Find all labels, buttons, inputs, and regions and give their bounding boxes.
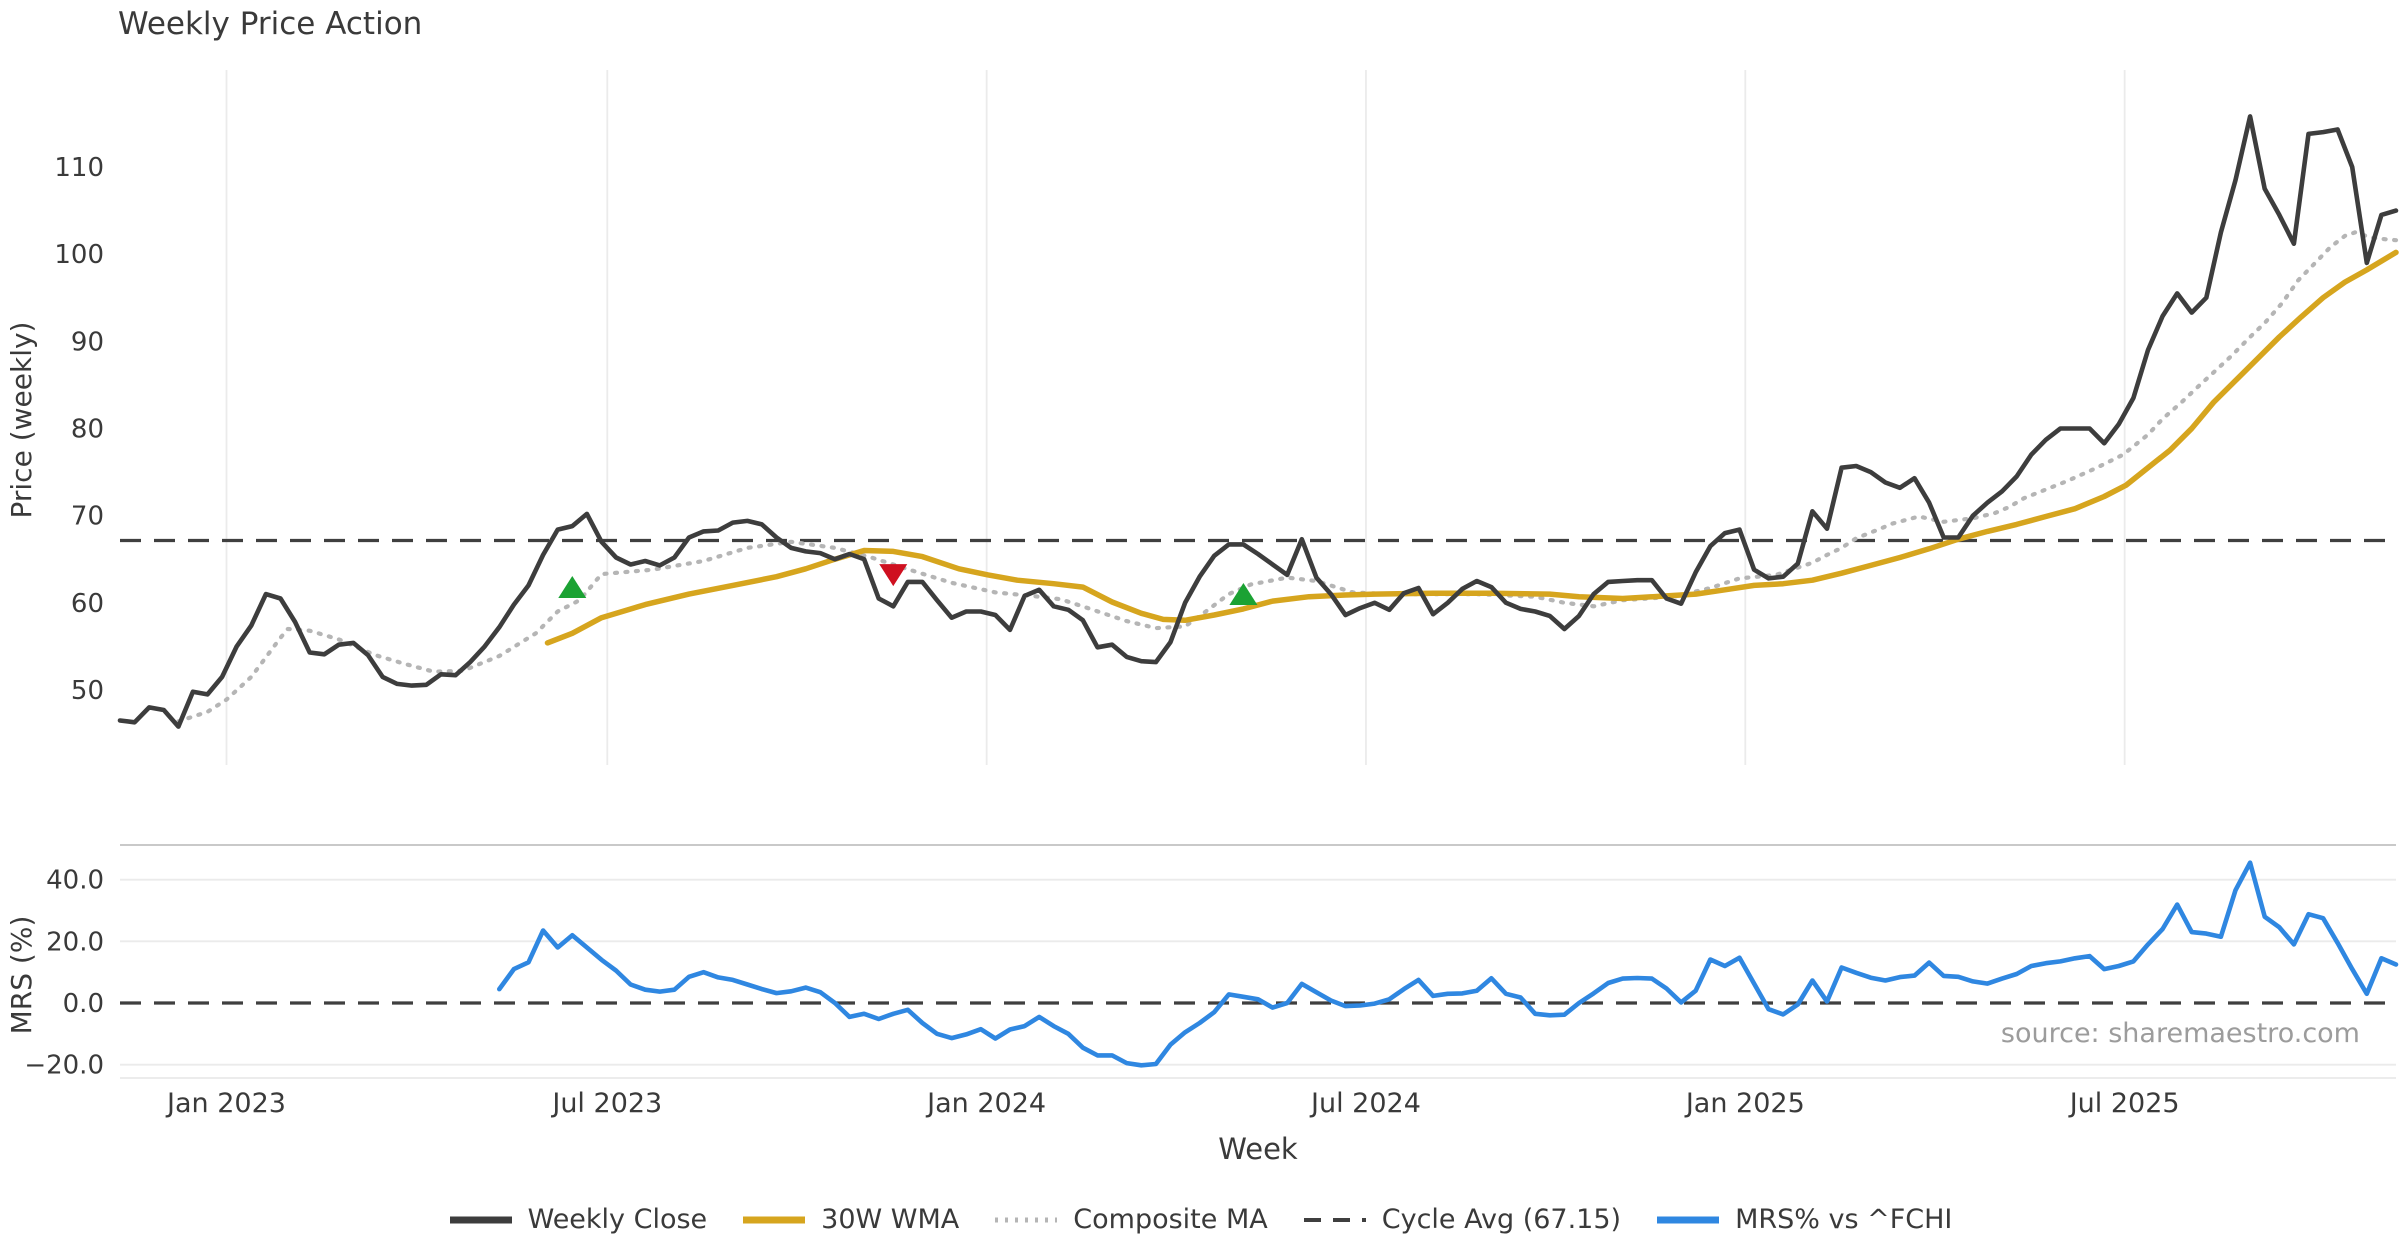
price-ytick-label: 60 bbox=[71, 589, 104, 619]
x-tick-label: Jul 2024 bbox=[1309, 1088, 1421, 1119]
legend: Weekly Close 30W WMA Composite MA Cycle … bbox=[0, 1204, 2400, 1235]
chart-title: Weekly Price Action bbox=[118, 6, 423, 42]
mrs-ytick-label: 0.0 bbox=[63, 989, 104, 1019]
legend-label: MRS% vs ^FCHI bbox=[1735, 1204, 1953, 1235]
legend-label: Weekly Close bbox=[527, 1204, 708, 1235]
legend-label: Composite MA bbox=[1073, 1204, 1268, 1235]
price-ytick-label: 90 bbox=[71, 327, 104, 357]
composite-ma-line bbox=[176, 230, 2399, 724]
price-ytick-label: 100 bbox=[54, 240, 104, 270]
source-credit: source: sharemaestro.com bbox=[2000, 1018, 2360, 1049]
x-tick-label: Jul 2025 bbox=[2068, 1088, 2180, 1119]
mrs-line-swatch-icon bbox=[1657, 1216, 1720, 1223]
mrs-ytick-label: 20.0 bbox=[46, 927, 104, 957]
price-ytick-label: 80 bbox=[71, 414, 104, 444]
legend-item-weekly-close: Weekly Close bbox=[448, 1204, 708, 1235]
mrs-ytick-label: −20.0 bbox=[24, 1051, 104, 1081]
weekly-close-line bbox=[117, 114, 2399, 729]
legend-item-30w-wma: 30W WMA bbox=[741, 1204, 959, 1235]
sell-signal-triangle-down-icon bbox=[879, 564, 908, 587]
weekly-close-line-swatch-icon bbox=[449, 1216, 512, 1223]
buy-signal-triangle-up-icon bbox=[558, 576, 587, 599]
buy-signal-triangle-up-icon bbox=[1229, 582, 1258, 605]
price-axis-label: Price (weekly) bbox=[5, 321, 38, 519]
mrs-line bbox=[496, 860, 2399, 1068]
x-tick-label: Jul 2023 bbox=[550, 1088, 662, 1119]
x-tick-label: Jan 2024 bbox=[925, 1088, 1046, 1119]
price-ytick-label: 50 bbox=[71, 676, 104, 706]
cycle-avg-dashed-swatch-icon bbox=[1303, 1217, 1366, 1222]
price-ytick-label: 70 bbox=[71, 502, 104, 532]
mrs-axis-label: MRS (%) bbox=[5, 915, 38, 1035]
x-tick-label: Jan 2025 bbox=[1684, 1088, 1805, 1119]
mrs-ytick-label: 40.0 bbox=[46, 866, 104, 896]
x-tick-label: Jan 2023 bbox=[165, 1088, 286, 1119]
x-axis-label: Week bbox=[1218, 1132, 1298, 1166]
legend-label: 30W WMA bbox=[821, 1204, 960, 1235]
legend-label: Cycle Avg (67.15) bbox=[1381, 1204, 1622, 1235]
legend-item-composite-ma: Composite MA bbox=[993, 1204, 1268, 1235]
legend-item-cycle-avg: Cycle Avg (67.15) bbox=[1302, 1204, 1621, 1235]
wma-line-swatch-icon bbox=[743, 1216, 806, 1223]
price-ytick-label: 110 bbox=[54, 153, 104, 183]
wma-30w-line bbox=[544, 249, 2399, 646]
composite-ma-dotted-swatch-icon bbox=[995, 1217, 1058, 1222]
legend-item-mrs: MRS% vs ^FCHI bbox=[1655, 1204, 1952, 1235]
